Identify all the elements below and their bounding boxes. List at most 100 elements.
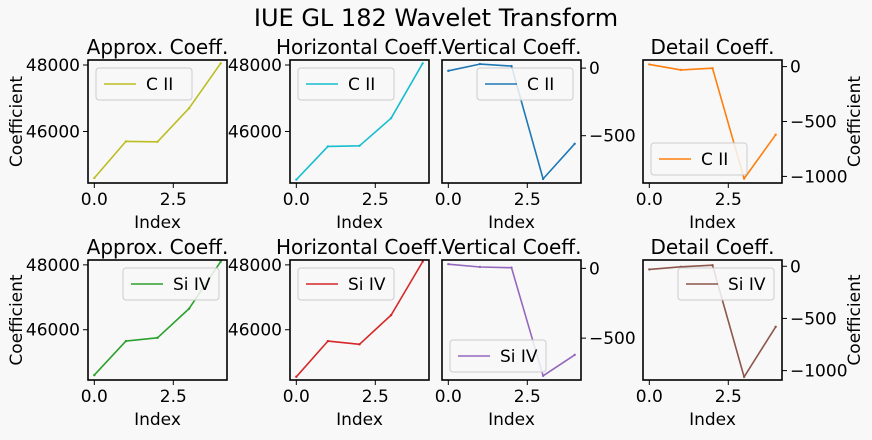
legend: C II: [95, 67, 193, 101]
data-point: [510, 266, 513, 269]
data-point: [447, 69, 450, 73]
panel-5: Approx. Coeff. 0.0 2.5 Index 46000 48000Coeff…: [7, 235, 228, 430]
legend-label: C II: [348, 75, 375, 95]
data-point: [295, 375, 298, 378]
y-tick-label: −1000: [790, 362, 848, 382]
legend-box: [122, 267, 220, 301]
panel-4: Detail Coeff. 0.0 2.5 Index 0 −500 −1000Coeffi…: [636, 35, 865, 233]
data-point: [219, 260, 222, 263]
x-tick-label: 0.0: [636, 387, 663, 407]
axes-frame: [289, 259, 430, 381]
x-axis-label: Index: [336, 410, 383, 430]
x-tick-label: 2.5: [715, 190, 742, 210]
x-tick-label: 0.0: [283, 190, 310, 210]
legend-label: Si IV: [173, 275, 211, 295]
x-tick-label: 0.0: [435, 387, 462, 407]
x-tick-label: 0.0: [435, 190, 462, 210]
subplot-title: Detail Coeff.: [651, 235, 775, 259]
panel-8: Detail Coeff. 0.0 2.5 Index 0 −500 −1000Coeffi…: [636, 235, 865, 430]
y-tick-label: −1000: [790, 167, 848, 187]
legend-box: [297, 67, 395, 101]
data-point: [478, 265, 482, 269]
data-point: [389, 313, 393, 317]
axes-frame: [642, 59, 783, 184]
data-point: [573, 353, 576, 357]
data-point: [510, 64, 513, 68]
legend: C II: [650, 142, 748, 176]
x-tick-label: 2.5: [362, 190, 389, 210]
x-axis-label: Index: [488, 410, 535, 430]
axes-frame: [87, 259, 228, 381]
x-axis-label: Index: [134, 213, 181, 233]
legend-box: [476, 67, 574, 101]
x-axis-label: Index: [488, 213, 535, 233]
subplot-title: Approx. Coeff.: [87, 35, 229, 59]
panel-7: Vertical Coeff. 0.0 2.5 Index 0 −500 Si IV: [435, 235, 636, 430]
subplot-title: Vertical Coeff.: [442, 35, 582, 59]
y-tick-label: −500: [790, 113, 837, 133]
data-point: [124, 339, 128, 343]
data-point: [679, 68, 683, 72]
y-axis-label: Coefficient: [845, 274, 865, 365]
x-axis-label: Index: [689, 213, 736, 233]
data-point: [447, 262, 450, 266]
data-point: [187, 307, 191, 310]
data-point: [648, 268, 651, 271]
x-axis-label: Index: [336, 213, 383, 233]
panel-2: Horizontal Coeff. 0.0 2.5 Index 46000 48000 C …: [228, 35, 443, 233]
legend: Si IV: [449, 339, 547, 373]
legend-box: [449, 339, 547, 373]
y-tick-label: 48000: [26, 256, 80, 276]
axes-frame: [642, 259, 783, 381]
y-tick-label: 46000: [228, 321, 282, 341]
y-tick-label: 46000: [228, 122, 282, 142]
panel-3: Vertical Coeff. 0.0 2.5 Index 0 −500 C II: [435, 35, 636, 233]
y-axis-label: Coefficient: [7, 274, 27, 365]
y-tick-label: 48000: [228, 256, 282, 276]
data-point: [742, 375, 746, 379]
x-tick-label: 0.0: [636, 190, 663, 210]
data-point: [326, 145, 330, 148]
data-point: [421, 260, 424, 263]
data-point: [774, 133, 777, 136]
legend: Si IV: [677, 267, 775, 301]
data-point: [93, 176, 96, 180]
y-tick-label: −500: [790, 309, 837, 329]
y-tick-label: 48000: [228, 56, 282, 76]
axes-frame: [87, 59, 228, 184]
data-point: [93, 373, 96, 377]
legend-label: C II: [701, 150, 728, 170]
legend-label: Si IV: [348, 275, 386, 295]
legend: Si IV: [122, 267, 220, 301]
x-tick-label: 0.0: [81, 190, 108, 210]
legend: C II: [297, 67, 395, 101]
data-point: [326, 339, 330, 343]
data-point: [156, 336, 159, 340]
data-point: [648, 63, 651, 66]
y-tick-label: −500: [589, 127, 636, 147]
y-axis-label: Coefficient: [7, 76, 27, 167]
data-point: [679, 265, 683, 268]
legend-box: [677, 267, 775, 301]
data-point: [711, 67, 714, 70]
axes-frame: [441, 259, 582, 381]
legend-label: C II: [146, 75, 173, 95]
data-point: [156, 140, 159, 143]
data-point: [389, 116, 393, 120]
figure-title: IUE GL 182 Wavelet Transform: [254, 4, 618, 32]
y-tick-label: 0: [790, 58, 801, 78]
subplot-title: Horizontal Coeff.: [276, 35, 443, 59]
x-tick-label: 2.5: [514, 387, 541, 407]
x-tick-label: 2.5: [514, 190, 541, 210]
y-tick-label: 48000: [26, 56, 80, 76]
data-point: [295, 178, 298, 181]
axes-frame: [289, 59, 430, 184]
y-tick-label: 46000: [26, 122, 80, 142]
x-tick-label: 2.5: [715, 387, 742, 407]
legend: Si IV: [297, 267, 395, 301]
y-axis-label: Coefficient: [845, 76, 865, 167]
x-tick-label: 0.0: [283, 387, 310, 407]
data-point: [774, 325, 777, 328]
subplot-title: Horizontal Coeff.: [276, 235, 443, 259]
data-point: [358, 144, 361, 147]
